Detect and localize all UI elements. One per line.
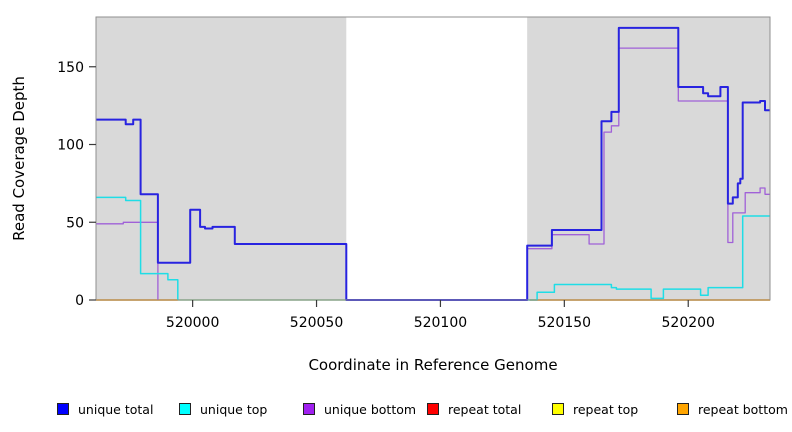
legend-item-unique-top: unique top xyxy=(179,398,267,420)
legend-swatch-icon xyxy=(179,403,191,415)
plot-area xyxy=(96,17,770,300)
x-tick-label: 520050 xyxy=(290,315,343,331)
legend-swatch-icon xyxy=(57,403,69,415)
x-axis-title: Coordinate in Reference Genome xyxy=(308,356,557,374)
legend-item-repeat-total: repeat total xyxy=(427,398,521,420)
legend-swatch-icon xyxy=(677,403,689,415)
legend-item-repeat-bottom: repeat bottom xyxy=(677,398,788,420)
legend-label: repeat total xyxy=(448,401,522,417)
legend-item-unique-total: unique total xyxy=(57,398,153,420)
y-tick-label: 150 xyxy=(57,60,84,76)
x-tick-label: 520150 xyxy=(538,315,591,331)
legend-item-repeat-top: repeat top xyxy=(552,398,638,420)
y-tick-label: 50 xyxy=(66,215,84,231)
y-tick-label: 100 xyxy=(57,138,84,154)
legend-label: repeat bottom xyxy=(698,401,788,417)
axes: 0 50 100 150 520000 520050 520100 520150 520200 C… xyxy=(10,16,771,374)
series-line-unique-top xyxy=(527,215,770,301)
legend-label: unique total xyxy=(78,401,154,417)
legend-swatch-icon xyxy=(552,403,564,415)
series-line-unique-top xyxy=(96,196,179,300)
x-tick-label: 520100 xyxy=(414,315,467,331)
series-line-unique-total xyxy=(96,26,770,301)
chart-legend: unique total unique top unique bottom repea… xyxy=(0,398,792,424)
x-tick-label: 520200 xyxy=(662,315,715,331)
coverage-chart: 0 50 100 150 520000 520050 520100 520150 520200 C… xyxy=(10,16,771,374)
no-data-gap-region xyxy=(346,17,528,300)
legend-swatch-icon xyxy=(303,403,315,415)
y-tick-label: 0 xyxy=(75,293,84,309)
legend-label: unique bottom xyxy=(324,401,417,417)
legend-item-unique-bottom: unique bottom xyxy=(303,398,416,420)
legend-swatch-icon xyxy=(427,403,439,415)
plot-border xyxy=(95,16,771,301)
x-tick-label: 520000 xyxy=(166,315,219,331)
legend-label: unique top xyxy=(200,401,268,417)
legend-label: repeat top xyxy=(573,401,639,417)
y-axis-title: Read Coverage Depth xyxy=(10,76,28,241)
